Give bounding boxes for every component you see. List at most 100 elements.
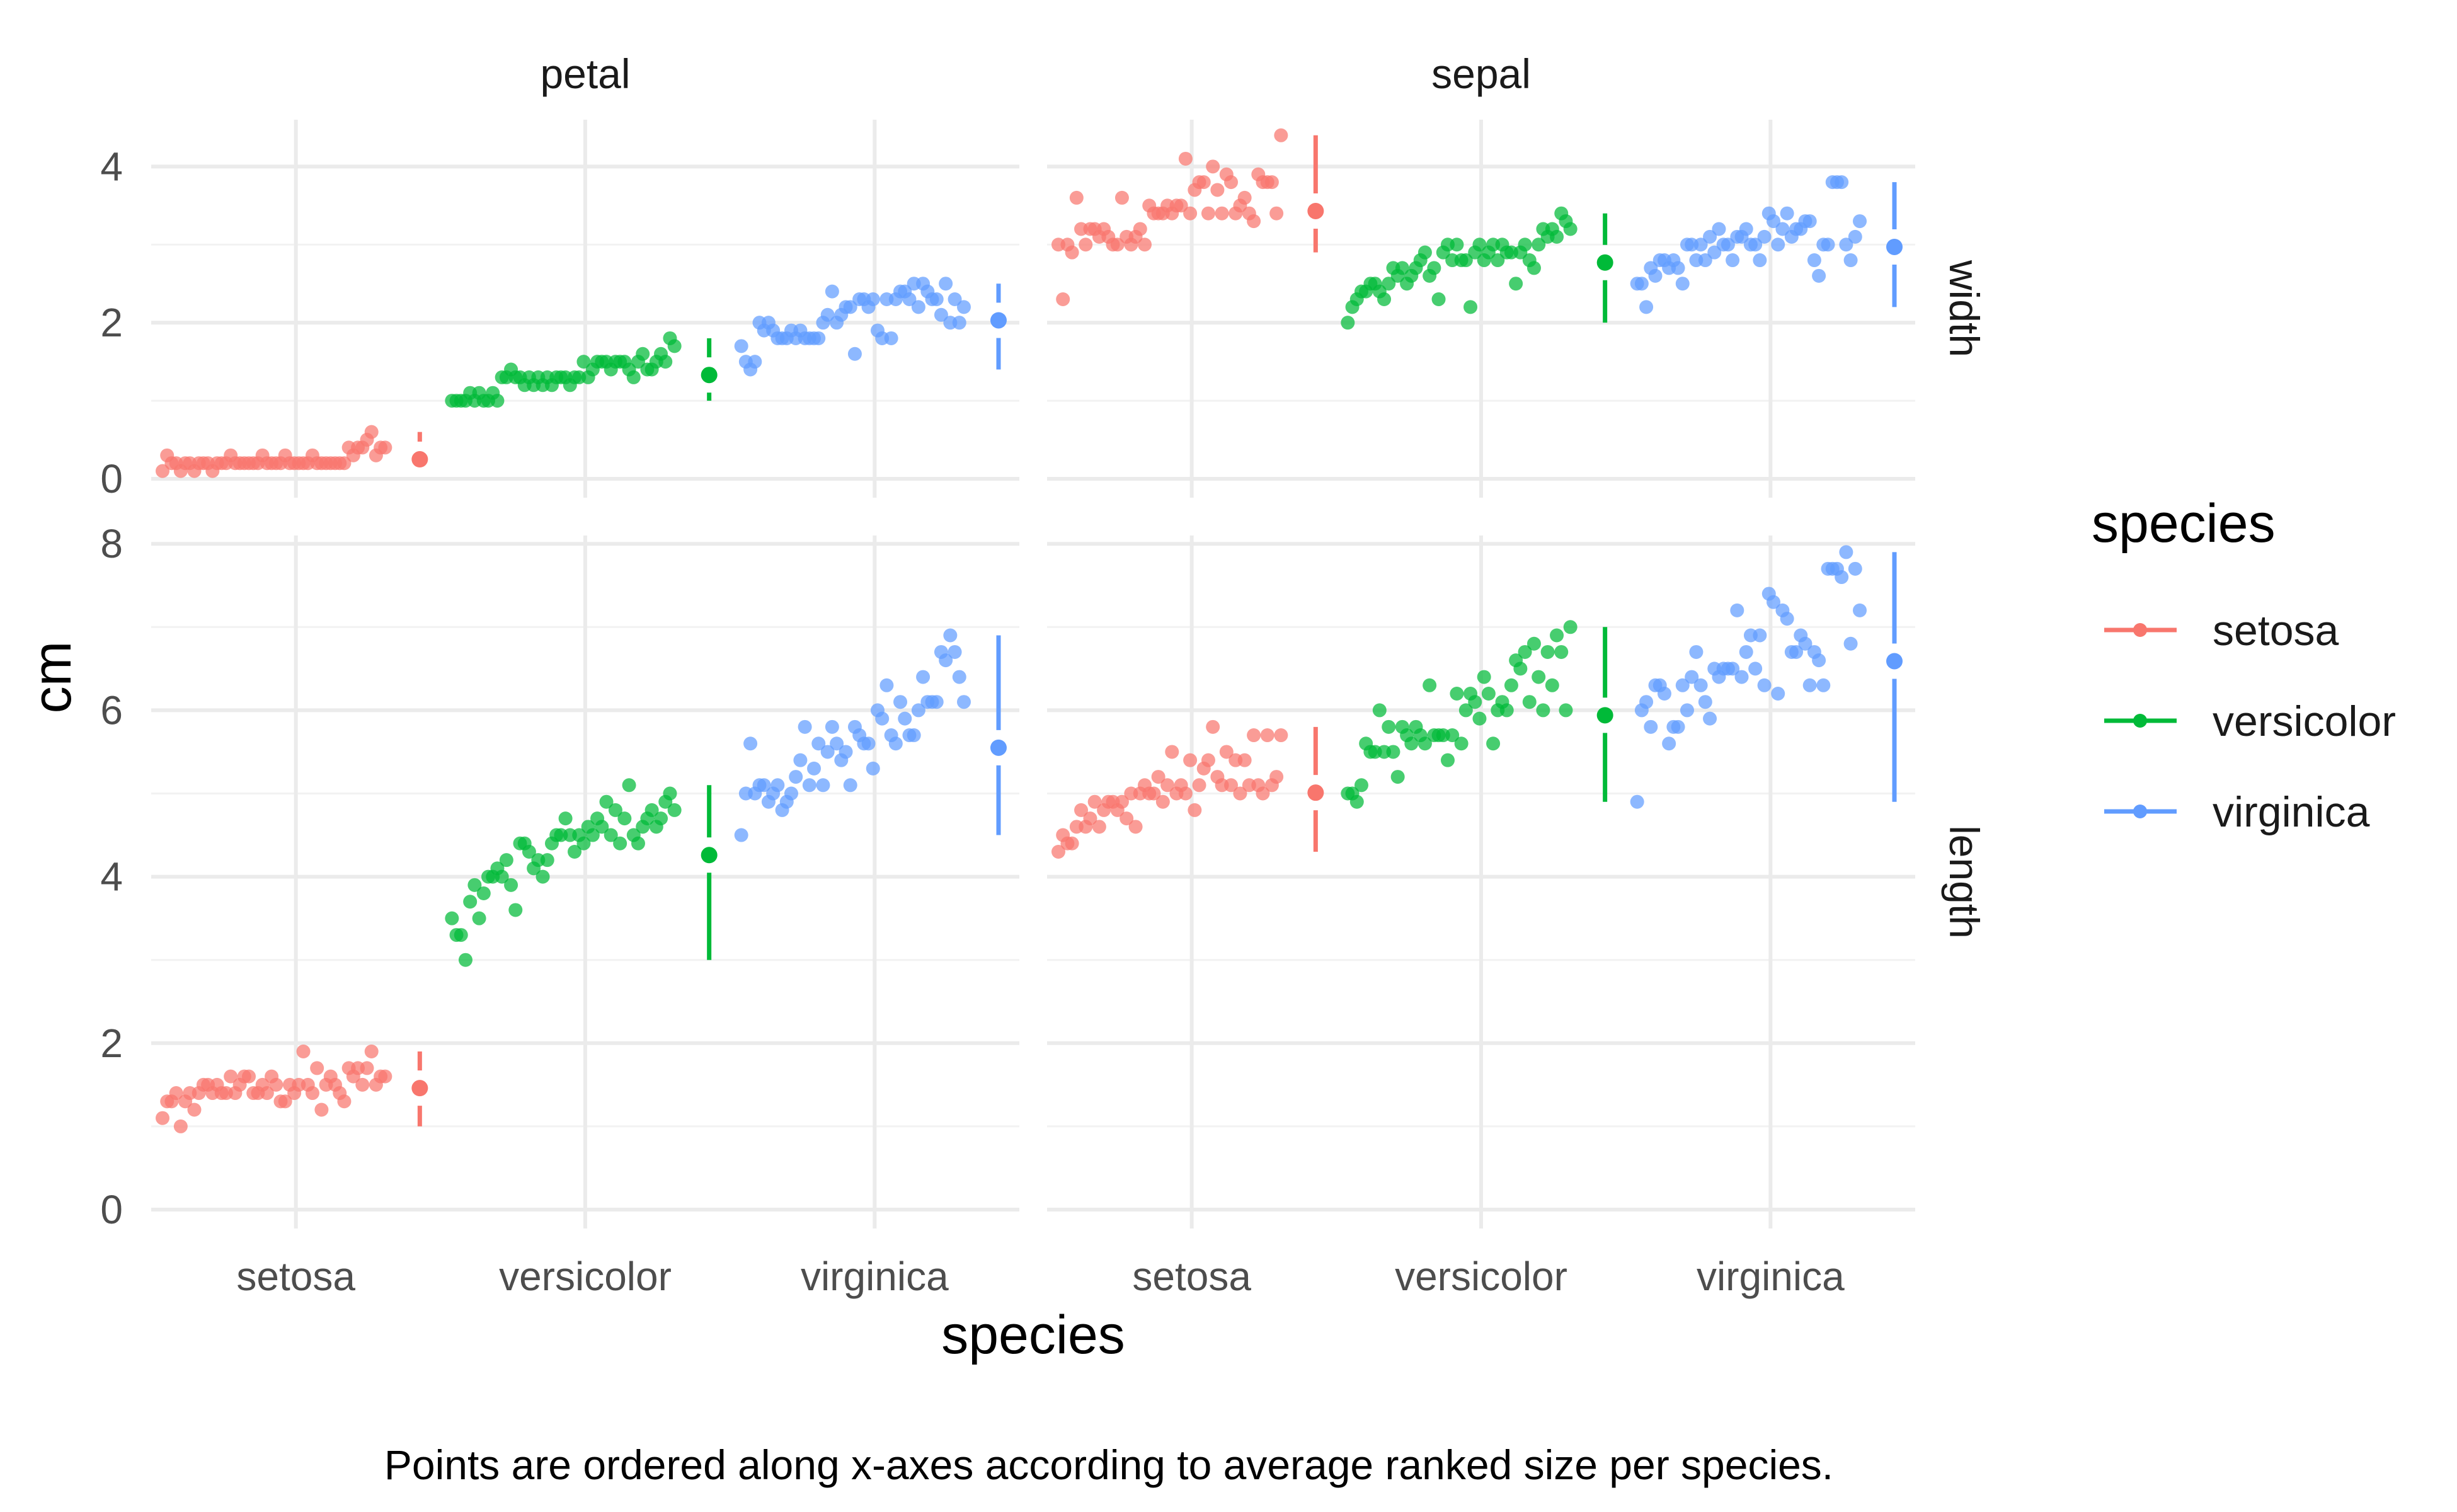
point-sepal-width-versicolor	[1431, 292, 1446, 306]
point-sepal-length-virginica	[1771, 686, 1785, 701]
point-petal-width-versicolor	[490, 394, 505, 408]
point-sepal-width-virginica	[1721, 238, 1735, 252]
point-petal-length-virginica	[866, 761, 880, 776]
point-sepal-width-virginica	[1739, 222, 1753, 236]
point-sepal-length-setosa	[1224, 778, 1239, 793]
point-sepal-length-setosa	[1274, 728, 1288, 743]
point-petal-width-virginica	[843, 300, 857, 314]
point-sepal-length-versicolor	[1454, 736, 1469, 751]
point-sepal-width-virginica	[1771, 238, 1785, 252]
point-sepal-length-setosa	[1237, 753, 1252, 767]
point-sepal-width-setosa	[1065, 245, 1079, 260]
point-sepal-length-virginica	[1730, 603, 1744, 617]
point-sepal-length-virginica	[1657, 686, 1671, 701]
point-petal-length-virginica	[798, 719, 812, 734]
point-sepal-length-versicolor	[1450, 686, 1464, 701]
point-petal-length-versicolor	[522, 844, 536, 859]
legend-label-virginica: virginica	[2213, 788, 2370, 836]
point-petal-length-versicolor	[595, 820, 609, 834]
point-sepal-length-setosa	[1120, 811, 1134, 826]
point-sepal-length-virginica	[1839, 545, 1853, 559]
point-petal-length-virginica	[911, 703, 925, 718]
point-petal-length-versicolor	[536, 869, 550, 884]
point-petal-length-versicolor	[463, 895, 478, 909]
point-sepal-length-versicolor	[1468, 695, 1482, 709]
y-tick-label: 2	[100, 300, 123, 345]
point-sepal-width-virginica	[1693, 238, 1708, 252]
point-sepal-width-setosa	[1206, 159, 1220, 174]
point-petal-width-setosa	[337, 456, 352, 471]
point-sepal-length-versicolor	[1486, 736, 1501, 751]
point-petal-length-virginica	[952, 670, 966, 684]
point-sepal-width-virginica	[1671, 261, 1685, 275]
point-sepal-length-setosa	[1155, 794, 1170, 809]
point-sepal-length-virginica	[1812, 653, 1826, 668]
point-petal-length-setosa	[337, 1094, 352, 1109]
point-sepal-length-setosa	[1247, 728, 1261, 743]
point-sepal-length-virginica	[1671, 719, 1685, 734]
point-sepal-width-setosa	[1274, 128, 1288, 142]
y-tick-label: 4	[100, 144, 123, 189]
point-sepal-width-virginica	[1648, 268, 1663, 283]
point-sepal-length-setosa	[1160, 778, 1175, 793]
point-sepal-length-virginica	[1766, 595, 1780, 609]
point-petal-length-virginica	[939, 653, 953, 668]
point-sepal-width-virginica	[1802, 214, 1817, 229]
point-petal-width-virginica	[939, 277, 953, 291]
x-tick-label-setosa: setosa	[1132, 1254, 1251, 1299]
point-sepal-width-virginica	[1712, 222, 1726, 236]
point-petal-length-virginica	[898, 711, 912, 726]
point-sepal-length-virginica	[1639, 695, 1654, 709]
point-petal-length-setosa	[173, 1119, 188, 1133]
point-petal-length-virginica	[929, 695, 944, 709]
point-sepal-length-setosa	[1114, 794, 1129, 809]
summary-mean-petal-width-setosa	[411, 451, 428, 468]
point-petal-length-virginica	[789, 770, 803, 784]
point-petal-length-virginica	[839, 745, 853, 759]
point-sepal-width-virginica	[1853, 214, 1867, 229]
point-sepal-width-virginica	[1634, 277, 1649, 291]
point-sepal-width-versicolor	[1377, 292, 1392, 306]
point-petal-length-versicolor	[495, 869, 509, 884]
point-petal-length-versicolor	[445, 911, 459, 925]
point-petal-length-virginica	[825, 719, 839, 734]
legend-key-dot	[2133, 805, 2147, 818]
x-tick-label-versicolor: versicolor	[1395, 1254, 1567, 1299]
point-petal-length-setosa	[242, 1069, 256, 1084]
point-sepal-length-versicolor	[1372, 703, 1387, 718]
point-petal-length-versicolor	[604, 828, 618, 842]
point-petal-width-virginica	[948, 292, 962, 306]
chart-caption: Points are ordered along x-axes accordin…	[384, 1441, 1833, 1488]
point-sepal-width-setosa	[1237, 190, 1252, 205]
point-petal-length-versicolor	[622, 778, 636, 793]
point-sepal-length-setosa	[1051, 844, 1065, 859]
point-petal-length-setosa	[360, 1061, 374, 1075]
point-sepal-width-versicolor	[1427, 261, 1441, 275]
point-sepal-length-versicolor	[1563, 620, 1578, 634]
point-sepal-length-virginica	[1689, 644, 1704, 659]
facet-label-petal: petal	[540, 50, 630, 97]
point-sepal-width-versicolor	[1518, 238, 1532, 252]
point-petal-width-versicolor	[636, 346, 650, 361]
point-sepal-length-versicolor	[1540, 644, 1555, 659]
point-petal-width-virginica	[952, 316, 966, 330]
point-sepal-width-virginica	[1835, 175, 1849, 190]
point-petal-length-virginica	[879, 678, 894, 692]
point-petal-length-virginica	[843, 778, 857, 793]
point-petal-width-setosa	[378, 440, 392, 455]
point-sepal-width-versicolor	[1526, 261, 1541, 275]
point-sepal-width-versicolor	[1382, 277, 1396, 291]
point-petal-length-virginica	[893, 695, 908, 709]
point-petal-width-virginica	[911, 300, 925, 314]
point-sepal-length-setosa	[1147, 786, 1161, 801]
point-sepal-width-setosa	[1069, 190, 1084, 205]
x-tick-label-virginica: virginica	[1697, 1254, 1845, 1299]
point-sepal-length-versicolor	[1526, 636, 1541, 651]
point-petal-width-virginica	[884, 331, 898, 345]
point-petal-length-versicolor	[663, 786, 677, 801]
point-petal-length-virginica	[957, 695, 971, 709]
point-petal-length-versicolor	[508, 903, 523, 917]
point-petal-width-setosa	[156, 464, 169, 478]
point-petal-length-versicolor	[476, 886, 491, 901]
